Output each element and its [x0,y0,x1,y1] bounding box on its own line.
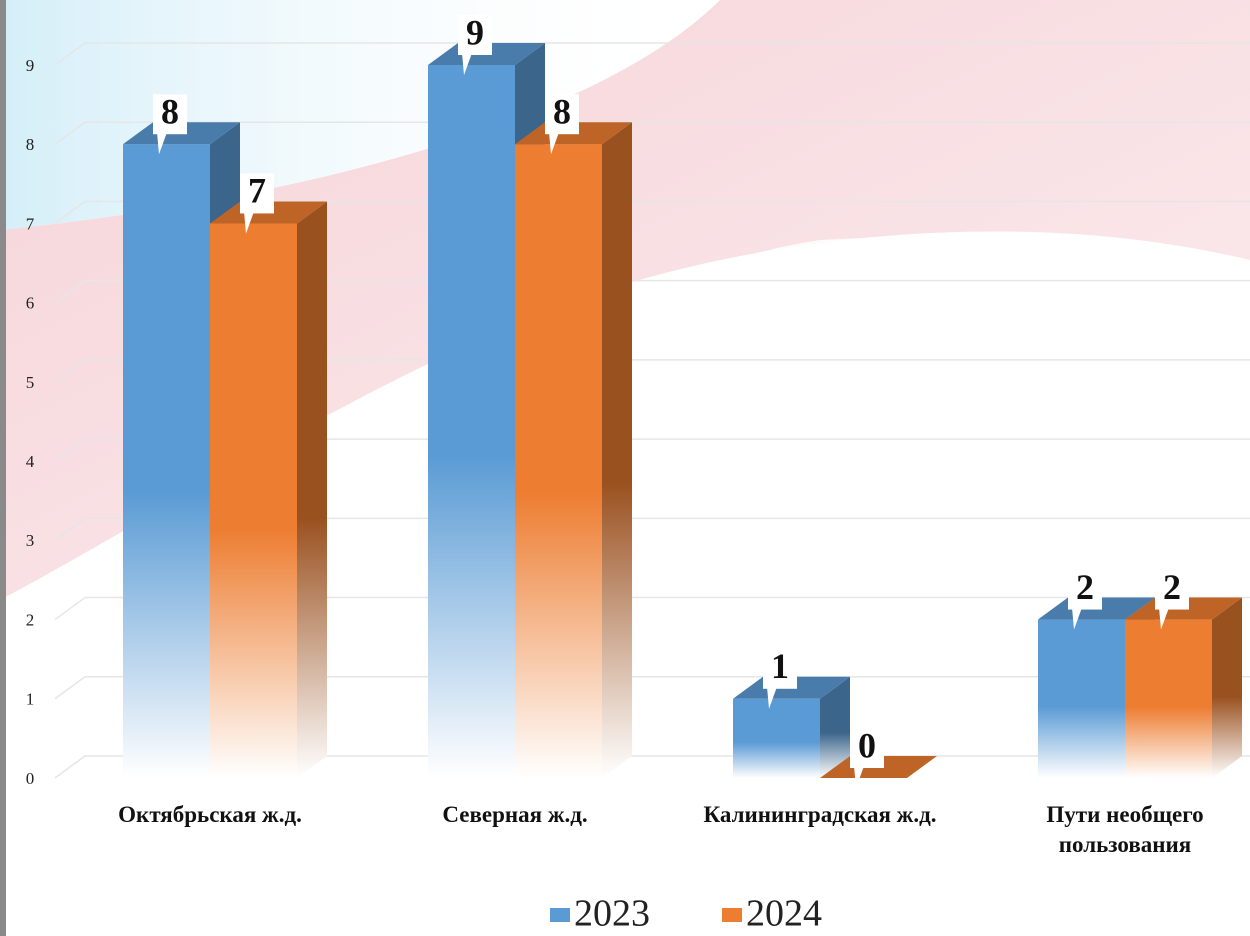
label-box [545,94,579,135]
grid-line [54,438,86,462]
label-box [240,173,274,214]
x-tick-label: Северная ж.д. [442,802,588,827]
x-tick-label: Пути необщего пользования [1046,802,1204,857]
label-pointer [157,132,167,155]
y-tick-label: 4 [26,452,35,471]
bar-front [428,65,515,778]
grid-line [54,755,86,779]
label-pointer [462,53,472,75]
bg-wave [0,0,1250,600]
label-pointer [854,766,864,788]
y-tick-label: 6 [26,294,35,313]
bar-front [1038,619,1125,778]
value-label: 9 [466,12,484,52]
bar-front [733,698,820,778]
y-tick-label: 9 [26,56,35,75]
label-pointer [549,132,559,155]
grid-line [54,359,86,383]
label-box [763,648,797,689]
bar-side [820,676,850,778]
y-tick-label: 0 [26,769,35,788]
y-tick-label: 1 [26,690,35,709]
bar [515,122,632,778]
value-label: 8 [553,91,571,131]
label-box [153,94,187,135]
bar [1125,597,1242,778]
label-box [850,728,884,768]
y-tick-label: 7 [26,214,35,233]
label-pointer [767,686,777,709]
legend-swatch [722,908,742,922]
value-label: 0 [858,725,876,765]
x-tick-label: Октябрьская ж.д. [118,802,302,827]
label-pointer [1072,607,1082,630]
bar-front [210,223,297,778]
grid-line [54,42,86,66]
label-box [1155,569,1189,610]
bar-side [602,122,632,778]
bar-front [515,144,602,778]
grid-line [54,200,86,225]
label-box [1068,569,1102,610]
bar [210,201,327,778]
x-tick-label: Калининградская ж.д. [703,802,937,827]
bar [733,676,850,778]
value-label: 2 [1163,567,1181,607]
grid-line [54,280,86,304]
grid-line [54,121,86,145]
label-pointer [1159,607,1169,630]
y-tick-label: 5 [26,373,35,392]
y-tick-label: 8 [26,135,35,154]
legend-label: 2024 [746,893,822,935]
value-label: 1 [771,646,789,686]
grid-line [54,676,86,700]
grid-line [54,517,86,541]
y-tick-label: 3 [26,531,35,550]
grid-line [54,596,86,621]
y-tick-label: 2 [26,610,35,629]
value-label: 8 [161,91,179,131]
label-pointer [244,211,254,234]
legend-label: 2023 [574,893,650,935]
bar-side [297,201,327,778]
bar-front [123,144,210,778]
bar-front [1125,619,1212,778]
legend-swatch [550,908,570,922]
left-border [0,0,6,936]
value-label: 7 [248,171,266,211]
label-box [458,15,492,55]
value-label: 2 [1076,567,1094,607]
bar-side [1212,597,1242,778]
